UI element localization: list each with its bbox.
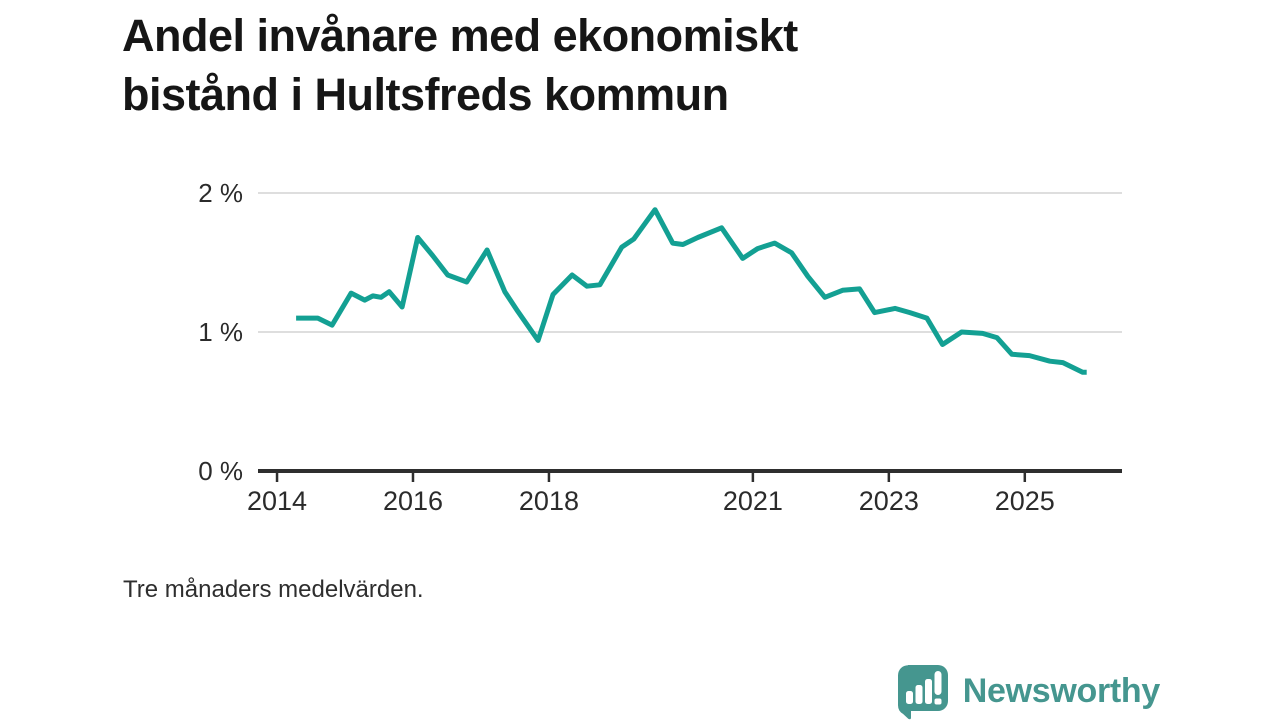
y-tick-label: 2 % (198, 178, 243, 208)
newsworthy-logo: Newsworthy (893, 662, 1160, 720)
exclamation-dot (934, 698, 942, 705)
x-tick-label: 2016 (383, 486, 443, 516)
bar-chart-speech-bubble-icon (897, 665, 948, 720)
bar-2 (915, 685, 923, 704)
x-tick-label: 2025 (995, 486, 1055, 516)
bar-3 (924, 679, 932, 704)
chart-title-line1: Andel invånare med ekonomiskt (122, 10, 798, 61)
chart-title-line2: bistånd i Hultsfreds kommun (122, 69, 729, 120)
y-tick-label: 0 % (198, 456, 243, 486)
brand-name: Newsworthy (962, 671, 1161, 710)
y-tick-label: 1 % (198, 317, 243, 347)
x-tick-label: 2014 (247, 486, 307, 516)
chart-title: Andel invånare med ekonomiskt bistånd i … (122, 6, 1122, 124)
data-line (296, 207, 1087, 375)
chart-footnote: Tre månaders medelvärden. (123, 576, 424, 603)
x-tick-label: 2021 (723, 486, 783, 516)
exclamation-bar (934, 671, 942, 695)
x-tick-label: 2018 (519, 486, 579, 516)
x-tick-label: 2023 (859, 486, 919, 516)
bar-1 (905, 691, 913, 704)
